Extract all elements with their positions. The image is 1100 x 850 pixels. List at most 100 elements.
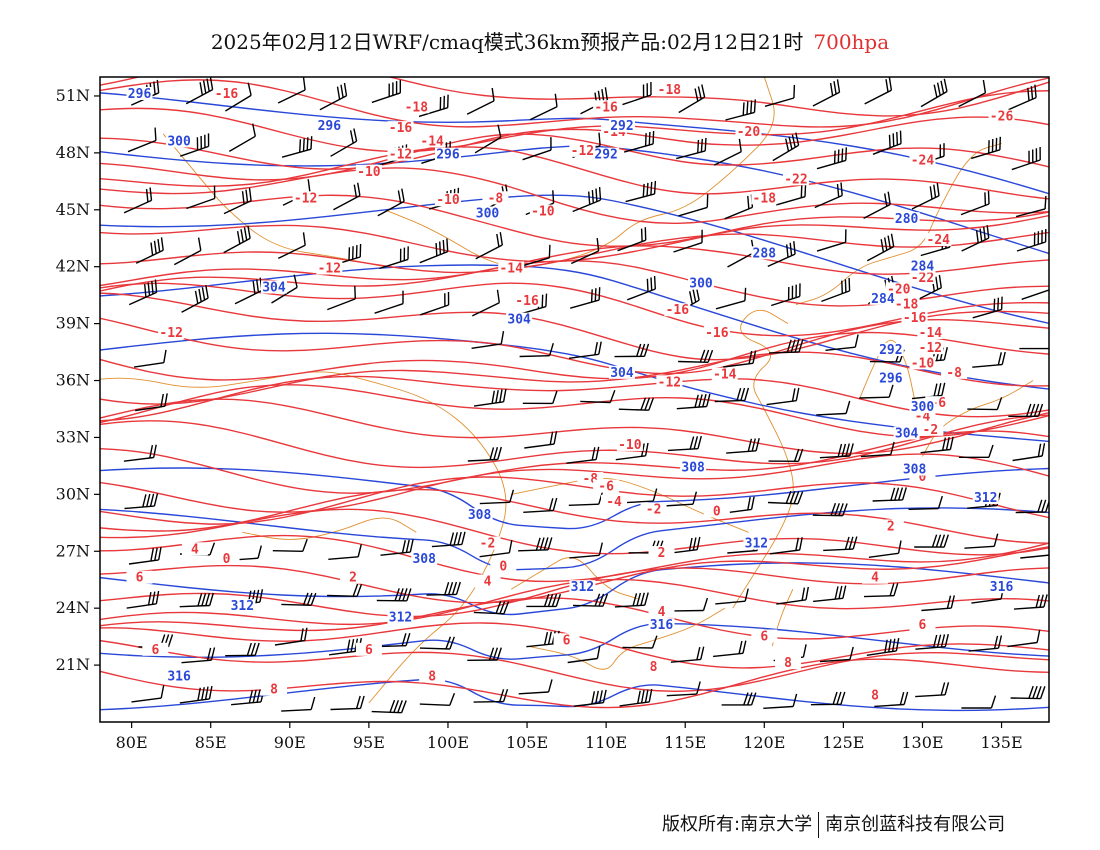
label-knockout [387, 121, 414, 135]
geopotential-label: 292 [879, 343, 902, 358]
temperature-label: -18 [753, 191, 777, 206]
wind-barb [823, 536, 858, 552]
wind-barb [128, 546, 162, 565]
wind-barb [522, 390, 558, 405]
label-knockout [909, 618, 936, 632]
wind-barb [225, 642, 260, 657]
wind-barb [859, 384, 894, 399]
wind-barb [274, 627, 308, 646]
geopotential-contour [100, 264, 1049, 390]
wind-barb [377, 188, 405, 217]
label-knockout [355, 642, 382, 656]
geopotential-label: 284 [911, 260, 935, 275]
wind-barb [473, 688, 509, 703]
wind-barb [225, 82, 252, 112]
lon-tick-label: 115E [664, 733, 706, 752]
wind-barb [479, 489, 515, 505]
wind-barb [371, 699, 407, 714]
wind-barb [915, 633, 949, 650]
wind-barb [520, 244, 551, 267]
wind-barb [964, 533, 999, 549]
geopotential-contour [100, 507, 1049, 571]
label-knockout [403, 100, 430, 114]
geopotential-label: 300 [689, 277, 713, 292]
geopotential-label: 316 [167, 669, 191, 684]
map-frame [99, 76, 1050, 723]
label-knockout [213, 551, 240, 565]
temperature-contour [100, 453, 1049, 513]
wind-barb [863, 191, 891, 220]
geopotential-label: 316 [650, 618, 674, 633]
wind-barb [725, 99, 756, 121]
label-knockout [158, 326, 185, 339]
wind-barb [715, 287, 747, 310]
temperature-label: -10 [436, 193, 460, 208]
temperature-contour [100, 476, 1049, 525]
wind-barb [967, 397, 1003, 411]
wind-barb [573, 689, 607, 707]
wind-barb [678, 84, 706, 114]
lon-tick-label: 130E [901, 733, 943, 752]
temperature-label: -12 [389, 148, 412, 163]
wind-barb [374, 290, 404, 314]
longitude-axis: 80E 85E 90E 95E 100E 105E 110E 115E 120E 125E 130E… [116, 722, 1023, 752]
temperature-label: 4 [658, 605, 666, 620]
label-knockout [514, 293, 541, 307]
temperature-label: -10 [618, 438, 642, 453]
latitude-axis: 51N 48N 45N 42N 39N 36N 33N 30N 27N 24N 21N [56, 86, 100, 674]
wind-barb [228, 123, 256, 153]
temperature-label: -16 [666, 303, 690, 318]
geopotential-label: 312 [745, 537, 768, 552]
wind-barb [1020, 554, 1049, 559]
wind-barb [179, 592, 214, 608]
boundary-line [795, 142, 1002, 306]
temperature-label: 6 [563, 633, 571, 648]
label-knockout [648, 618, 675, 632]
label-knockout [988, 580, 1015, 594]
label-knockout [917, 341, 944, 355]
wind-barb [568, 491, 604, 506]
temperature-contour [100, 116, 1049, 170]
wind-barb [570, 287, 601, 309]
temperature-contour [100, 488, 1049, 544]
wind-barb [330, 128, 358, 157]
temperature-label: -12 [294, 191, 317, 206]
geopotential-label: 292 [594, 148, 617, 163]
lat-tick-label: 39N [56, 314, 90, 333]
copyright-footer: 版权所有:南京大学 南京创蓝科技有限公司 [662, 810, 1005, 838]
lon-tick-label: 110E [585, 733, 627, 752]
temperature-label: 2 [658, 546, 666, 561]
wind-barb [135, 393, 168, 412]
geopotential-label: 284 [871, 292, 895, 307]
geopotential-label: 296 [318, 119, 342, 134]
wind-barb [678, 194, 709, 217]
label-knockout [925, 233, 952, 247]
lat-tick-label: 42N [56, 257, 90, 276]
geopotential-label: 300 [476, 206, 500, 221]
wind-barb [864, 77, 893, 105]
wind-barb [772, 132, 800, 162]
wind-barb [915, 682, 950, 698]
geopotential-label: 308 [681, 461, 705, 476]
wind-barb [1008, 403, 1044, 417]
wind-barb [380, 539, 414, 556]
temperature-contour [100, 231, 1049, 274]
label-knockout [608, 119, 635, 133]
wind-barb [319, 82, 348, 111]
lon-tick-label: 95E [353, 733, 385, 752]
temperature-contour [100, 317, 1049, 375]
temperature-label: -18 [658, 83, 682, 98]
wind-barb [960, 190, 990, 216]
wind-barb [670, 646, 705, 663]
wind-barb [673, 597, 709, 612]
label-knockout [640, 659, 667, 673]
wind-barb [569, 542, 603, 559]
temperature-label: -16 [215, 87, 239, 102]
lat-tick-label: 36N [56, 371, 90, 390]
temperature-label: 4 [191, 542, 199, 557]
wind-barb [566, 446, 600, 464]
wind-barb [726, 438, 760, 454]
wind-barb [768, 448, 804, 462]
wind-barb [180, 133, 210, 157]
wind-barb [813, 585, 847, 603]
